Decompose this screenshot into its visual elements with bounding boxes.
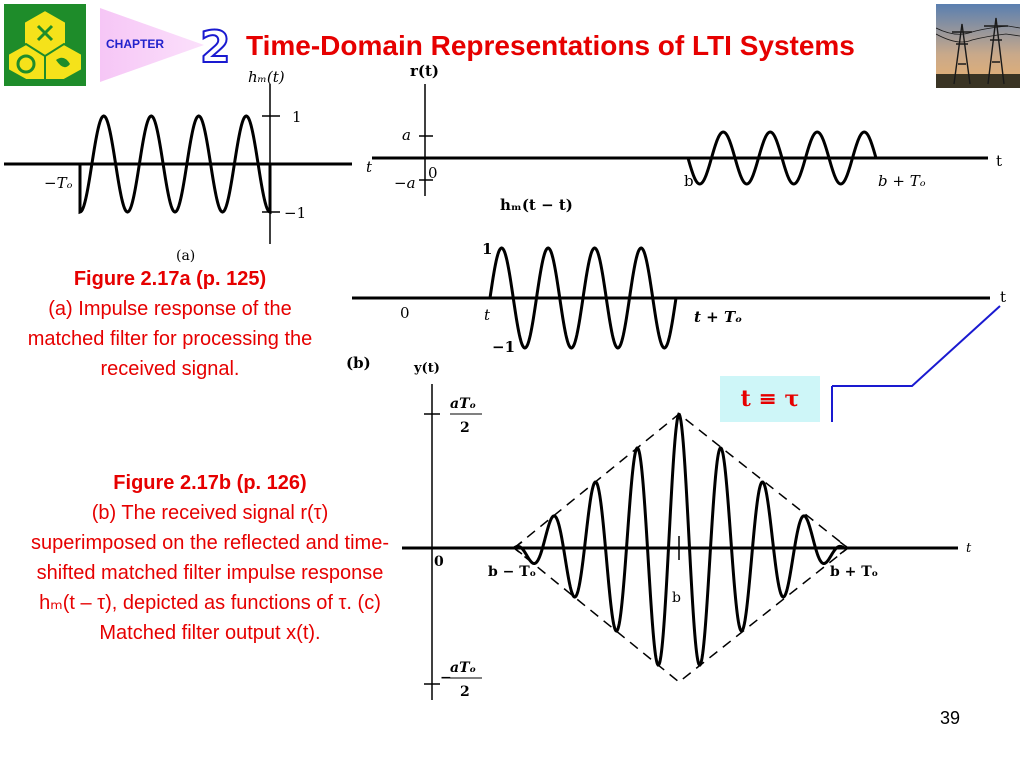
power-lines-photo [936,4,1020,88]
fig-a-tick-neg: −1 [284,204,306,222]
fig-b-mid-start-label: t [484,306,491,324]
fig-c-tick-bot-num: aTₒ [450,660,476,676]
university-logo [4,4,86,86]
slide-title: Time-Domain Representations of LTI Syste… [246,30,855,61]
fig-a-x-label: t [366,158,373,176]
fig-c-tick-bot-sign: − [440,670,452,686]
fig-c-center-label: b [672,590,681,606]
chapter-label: CHAPTER [106,37,165,51]
tau-equivalence-box: t ≡ τ [720,376,820,422]
fig-c-left-label: b − Tₒ [488,564,536,580]
fig-c-right-label: b + Tₒ [830,564,878,580]
fig-c-tick-bot-den: 2 [460,684,470,700]
fig-b-top-x-label: t [996,152,1002,170]
fig-c-tick-top-num: aTₒ [450,396,476,412]
fig-b-top-end-label: b + Tₒ [878,172,926,190]
fig-b-top-y-label: r(t) [410,62,439,80]
caption-a-heading: Figure 2.17a (p. 125) [73,268,267,290]
fig-c-waveform [513,412,848,667]
fig-b-mid-y-label: hₘ(t − t) [500,196,573,214]
fig-a-y-label: hₘ(t) [248,68,285,86]
fig-b-mid-end-label: t + Tₒ [694,308,742,326]
caption-b-heading: Figure 2.17b (p. 126) [113,472,307,494]
caption-figure-b: Figure 2.17b (p. 126) (b) The received s… [30,468,390,648]
page-number: 39 [940,708,961,728]
fig-b-panel-label: (b) [346,354,371,372]
fig-a-left-label: −Tₒ [44,174,73,192]
fig-b-top-tick-a: a [402,126,411,144]
caption-figure-a: Figure 2.17a (p. 125) (a) Impulse respon… [20,264,320,384]
fig-b-mid-tick-pos: 1 [482,240,492,258]
fig-c-origin: 0 [434,554,444,570]
fig-c-tick-top-den: 2 [460,420,470,436]
caption-a-body: (a) Impulse response of the matched filt… [27,298,313,380]
chapter-number: 2 [199,21,232,74]
caption-b-body: (b) The received signal r(τ) superimpose… [31,502,389,644]
fig-c-x-label: t [966,541,972,556]
tau-connector [831,305,1001,422]
fig-b-mid-x-label: t [1000,288,1006,306]
fig-b-mid-origin: 0 [400,304,410,322]
fig-a-panel-label: (a) [176,248,195,264]
fig-b-mid-waveform [488,246,678,350]
fig-a-waveform [4,114,352,215]
fig-c-y-label: y(t) [413,361,440,376]
fig-b-top-tick-neg-a: −a [394,174,416,192]
fig-b-top-waveform [686,130,878,186]
fig-b-top-origin: 0 [428,164,438,182]
fig-b-mid-tick-neg: −1 [492,338,515,356]
fig-a-tick-pos: 1 [292,108,302,126]
fig-b-top-start-label: b [684,172,694,190]
